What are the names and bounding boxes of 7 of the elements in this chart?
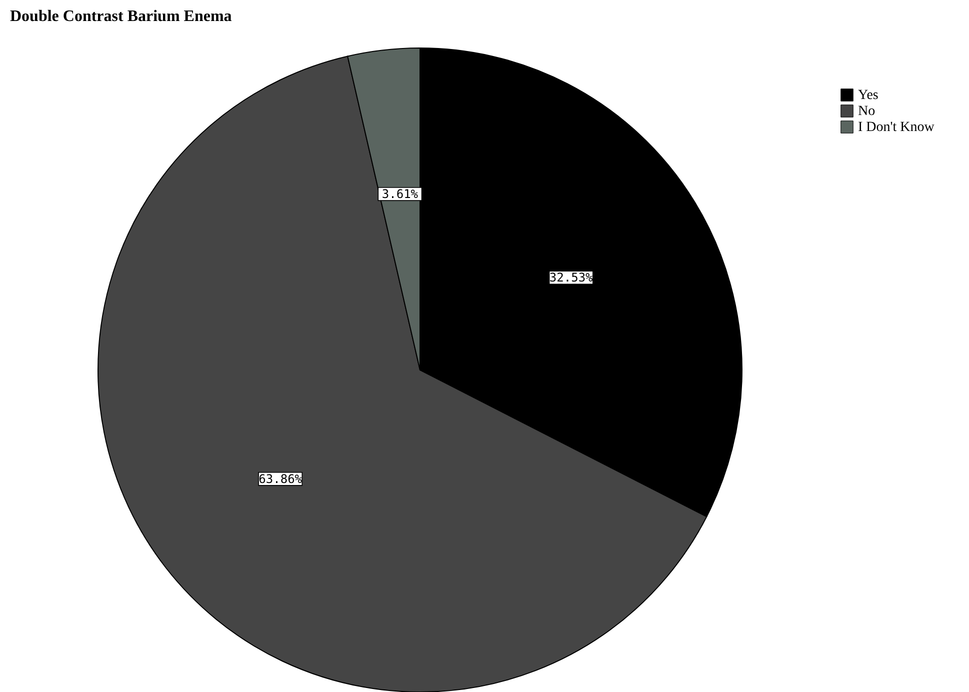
data-label: 63.86% [258, 472, 303, 486]
data-label: 3.61% [382, 187, 419, 202]
data-label: 32.53% [549, 270, 594, 285]
chart-title: Double Contrast Barium Enema [10, 8, 232, 25]
legend-label: Yes [858, 88, 878, 103]
legend-label: No [858, 104, 876, 119]
legend-label: I Don't Know [858, 120, 936, 135]
